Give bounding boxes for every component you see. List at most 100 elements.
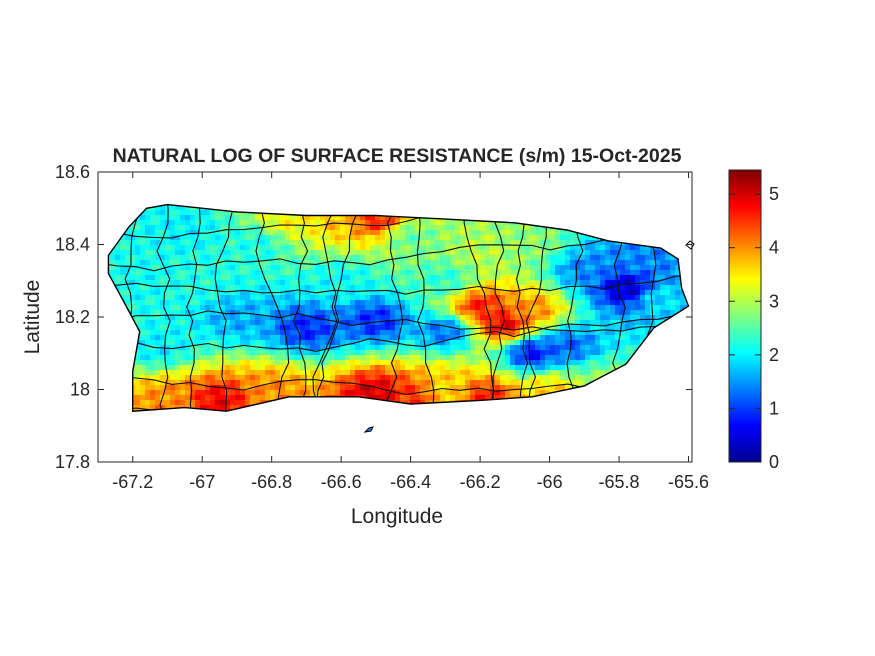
field-cell [370, 325, 376, 331]
field-cell [210, 270, 216, 276]
field-cell [400, 375, 406, 381]
field-cell [240, 230, 246, 236]
field-cell [325, 370, 331, 376]
field-cell [445, 220, 451, 226]
field-cell [605, 245, 611, 251]
field-cell [565, 280, 571, 286]
field-cell [525, 225, 531, 231]
field-cell [265, 275, 271, 281]
field-cell [120, 250, 126, 256]
field-cell [140, 275, 146, 281]
field-cell [395, 215, 401, 221]
field-cell [310, 250, 316, 256]
field-cell [290, 310, 296, 316]
field-cell [375, 335, 381, 341]
field-cell [270, 375, 276, 381]
field-cell [210, 310, 216, 316]
field-cell [155, 405, 161, 411]
field-cell [315, 275, 321, 281]
field-cell [210, 280, 216, 286]
field-cell [410, 390, 416, 396]
field-cell [200, 300, 206, 306]
field-cell [595, 345, 601, 351]
field-cell [425, 320, 431, 326]
field-cell [155, 340, 161, 346]
field-cell [425, 300, 431, 306]
field-cell [135, 390, 141, 396]
field-cell [300, 235, 306, 241]
field-cell [565, 310, 571, 316]
field-cell [505, 360, 511, 366]
field-cell [555, 290, 561, 296]
field-cell [640, 315, 646, 321]
field-cell [360, 340, 366, 346]
field-cell [150, 295, 156, 301]
field-cell [325, 315, 331, 321]
field-cell [500, 355, 506, 361]
field-cell [120, 260, 126, 266]
field-cell [335, 235, 341, 241]
field-cell [355, 380, 361, 386]
field-cell [270, 345, 276, 351]
field-cell [230, 405, 236, 411]
field-cell [455, 340, 461, 346]
field-cell [235, 400, 241, 406]
field-cell [645, 305, 651, 311]
field-cell [480, 385, 486, 391]
field-cell [315, 215, 321, 221]
field-cell [340, 375, 346, 381]
field-cell [370, 265, 376, 271]
field-cell [575, 245, 581, 251]
field-cell [315, 260, 321, 266]
field-cell [195, 275, 201, 281]
field-cell [255, 310, 261, 316]
field-cell [315, 220, 321, 226]
field-cell [480, 320, 486, 326]
field-cell [155, 290, 161, 296]
field-cell [335, 345, 341, 351]
field-cell [245, 370, 251, 376]
field-cell [440, 375, 446, 381]
field-cell [610, 260, 616, 266]
field-cell [465, 340, 471, 346]
field-cell [295, 360, 301, 366]
field-cell [145, 270, 151, 276]
field-cell [620, 290, 626, 296]
field-cell [195, 210, 201, 216]
field-cell [515, 325, 521, 331]
field-cell [445, 390, 451, 396]
field-cell [200, 245, 206, 251]
field-cell [580, 365, 586, 371]
field-cell [365, 370, 371, 376]
field-cell [450, 395, 456, 401]
field-cell [435, 380, 441, 386]
field-cell [250, 325, 256, 331]
field-cell [605, 365, 611, 371]
field-cell [470, 375, 476, 381]
field-cell [325, 290, 331, 296]
field-cell [225, 220, 231, 226]
field-cell [180, 275, 186, 281]
field-cell [295, 305, 301, 311]
field-cell [625, 320, 631, 326]
field-cell [140, 405, 146, 411]
field-cell [225, 270, 231, 276]
field-cell [535, 250, 541, 256]
field-cell [415, 240, 421, 246]
field-cell [385, 315, 391, 321]
field-cell [590, 285, 596, 291]
field-cell [580, 305, 586, 311]
field-cell [305, 245, 311, 251]
field-cell [345, 305, 351, 311]
field-cell [520, 360, 526, 366]
field-cell [220, 395, 226, 401]
field-cell [230, 220, 236, 226]
field-cell [225, 285, 231, 291]
field-cell [435, 260, 441, 266]
field-cell [195, 325, 201, 331]
field-cell [130, 275, 136, 281]
field-cell [210, 315, 216, 321]
field-cell [220, 315, 226, 321]
field-cell [385, 335, 391, 341]
field-cell [555, 300, 561, 306]
